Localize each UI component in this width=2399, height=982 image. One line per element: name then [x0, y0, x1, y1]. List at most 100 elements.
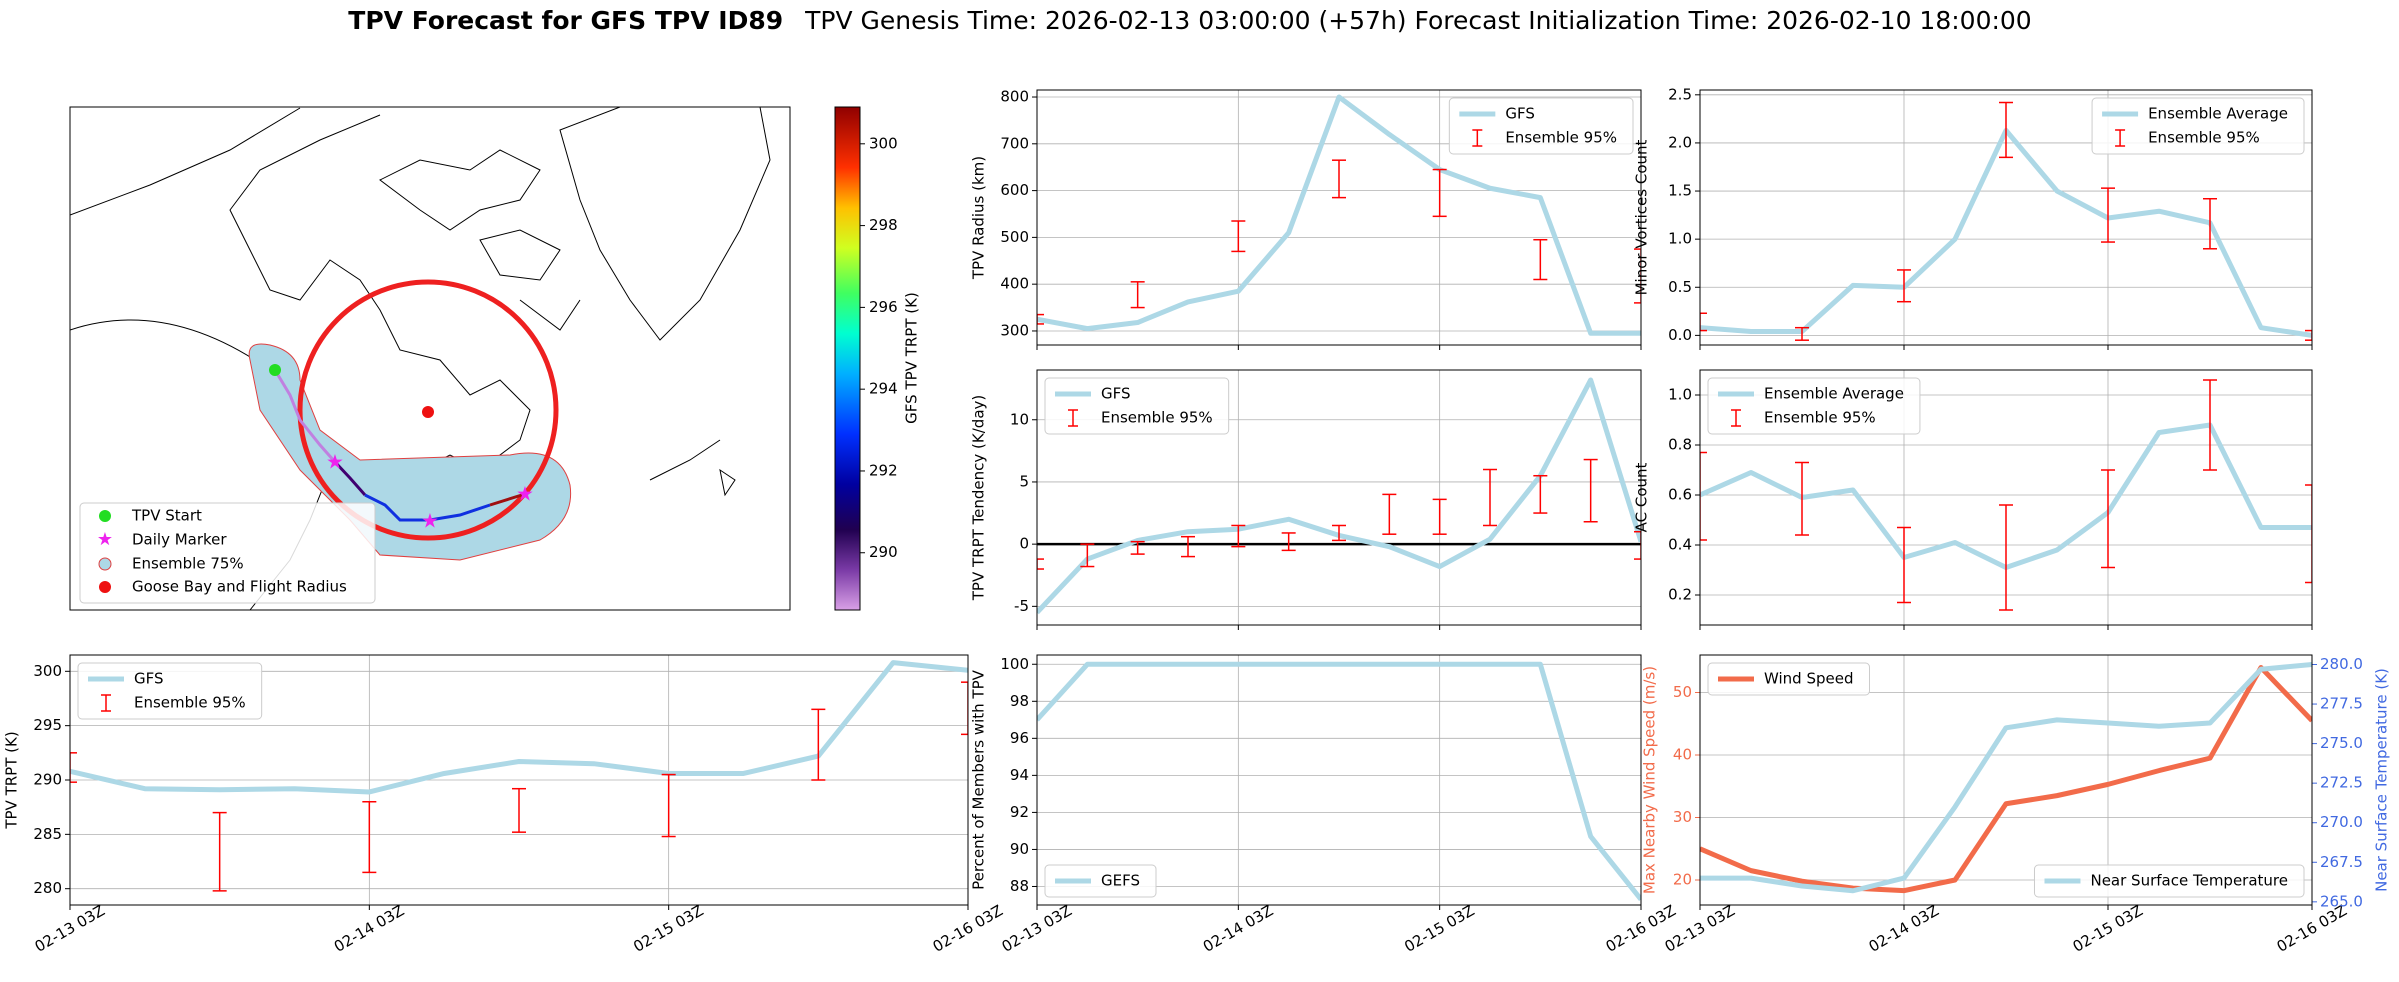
y-tick-label: 280 [33, 879, 62, 897]
y-axis-label: Percent of Members with TPV [970, 669, 988, 890]
legend-label: GFS [134, 670, 164, 688]
y-tick-label: 0.4 [1668, 536, 1692, 554]
y-tick-label: 98 [1010, 692, 1029, 710]
border [70, 107, 301, 216]
axes-frame [1699, 369, 2313, 626]
y-tick-label: 96 [1010, 729, 1029, 747]
daily-marker: ★ [421, 509, 439, 533]
y-tick-label: 0.6 [1668, 486, 1692, 504]
subtitle: TPV Genesis Time: 2026-02-13 03:00:00 (+… [804, 6, 2032, 35]
island [479, 229, 561, 281]
legend-label: TPV Start [131, 507, 202, 525]
y-tick-label: 10 [1010, 410, 1029, 428]
plot-area [70, 660, 968, 892]
legend-label: GFS [1101, 385, 1131, 403]
chart-panel: 02-13 03Z 02-14 03Z 02-15 03Z 02-16 03Z2030… [1641, 654, 2391, 956]
legend-label: Ensemble Average [2148, 105, 2288, 123]
y2-tick-label: 280.0 [2320, 655, 2363, 673]
axes-frame [1036, 369, 1642, 626]
y-tick-label: 1.5 [1668, 182, 1692, 200]
y-tick-label: 1.0 [1668, 230, 1692, 248]
y-tick-label: 0.8 [1668, 436, 1692, 454]
legend-box [2091, 97, 2305, 155]
tpv-start [269, 364, 281, 376]
plot-area [1037, 377, 1641, 615]
legend-label: Ensemble 95% [134, 694, 246, 712]
track [489, 492, 526, 507]
axes-frame [1699, 654, 2313, 906]
island [379, 149, 541, 231]
y-tick-label: 0.0 [1668, 326, 1692, 344]
plot-area [1700, 662, 2312, 894]
coast [519, 299, 581, 331]
axes-frame [69, 654, 969, 906]
colorbar [834, 106, 861, 611]
y-tick-label: 1.0 [1668, 386, 1692, 404]
chart-panel: 300 400 500 600 700 800 TPV Radius (km) GFS Ense… [970, 88, 1642, 350]
y-axis-label: TPV TRPT (K) [3, 731, 21, 829]
colorbar-label: GFS TPV TRPT (K) [903, 292, 921, 424]
plot-area [1700, 379, 2312, 611]
y-tick-label: 40 [1673, 746, 1692, 764]
title: TPV Forecast for GFS TPV ID89 [348, 6, 783, 35]
y-axis-label: TPV TRPT Tendency (K/day) [970, 395, 988, 601]
y-tick-label: 2.5 [1668, 85, 1692, 103]
track [364, 493, 491, 522]
y-tick-label: 300 [33, 662, 62, 680]
y-tick-label: 0.5 [1668, 278, 1692, 296]
y-tick-label: 600 [1000, 181, 1029, 199]
y2-tick-label: 272.5 [2320, 774, 2363, 792]
chart-panel: 02-13 03Z 02-14 03Z 02-15 03Z 02-16 03Z2802… [3, 654, 1006, 956]
y-tick-label: 100 [1000, 655, 1029, 673]
y-axis-label: TPV Radius (km) [970, 156, 988, 280]
y2-axis-label: Near Surface Temperature (K) [2373, 668, 2391, 892]
colorbar-tick-label: 294 [869, 380, 898, 398]
daily-marker: ★ [326, 450, 344, 474]
map-frame [69, 106, 791, 611]
figure-title: TPV Forecast for GFS TPV ID89 TPV Genesis… [348, 6, 2031, 35]
y-axis-label: Max Nearby Wind Speed (m/s) [1641, 666, 1659, 894]
y-tick-label: 0 [1019, 535, 1029, 553]
series-line [1037, 661, 1641, 902]
colorbar-tick-label: 296 [869, 298, 898, 316]
axes-frame [1036, 89, 1642, 346]
y-tick-label: 30 [1673, 808, 1692, 826]
y-tick-label: 0.2 [1668, 586, 1692, 604]
legend-label: Goose Bay and Flight Radius [132, 578, 347, 596]
flight-radius [297, 279, 559, 541]
plot-area [1700, 101, 2312, 341]
legend-label: GEFS [1101, 872, 1140, 890]
y2-tick-label: 270.0 [2320, 813, 2363, 831]
y-tick-label: 2.0 [1668, 133, 1692, 151]
y-tick-label: 20 [1673, 871, 1692, 889]
legend-label: Ensemble 75% [132, 555, 244, 573]
y-tick-label: 92 [1010, 803, 1029, 821]
y2-tick-label: 265.0 [2320, 892, 2363, 910]
legend-label: Ensemble 95% [1505, 129, 1617, 147]
legend-box [1044, 864, 1157, 898]
colorbar-tick-label: 292 [869, 461, 898, 479]
map-legend [79, 502, 376, 604]
colorbar-tick-label: 298 [869, 216, 898, 234]
chart-panel: 0.2 0.4 0.6 0.8 1.0 AC Count Ensemble Average E… [1633, 369, 2313, 630]
y-tick-label: 400 [1000, 275, 1029, 293]
island [719, 468, 736, 497]
legend-marker [98, 557, 112, 571]
legend-label: Wind Speed [1764, 670, 1854, 688]
colorbar-tick-label: 290 [869, 543, 898, 561]
y-tick-label: 800 [1000, 88, 1029, 106]
legend-label: Daily Marker [132, 531, 227, 549]
map: ★ ★ ★ ★ TPV Start Daily Marker Ensemble … [69, 106, 921, 611]
track [333, 460, 367, 496]
legend-marker: ★ [97, 529, 113, 550]
y-tick-label: 94 [1010, 766, 1029, 784]
legend-box [1707, 377, 1921, 435]
legend-box [2033, 864, 2305, 898]
plot-area [1037, 94, 1641, 336]
legend-label: Near Surface Temperature [2090, 872, 2288, 890]
y-tick-label: 700 [1000, 134, 1029, 152]
colorbar-tick-label: 300 [869, 134, 898, 152]
coastlines: ★ ★ ★ [70, 107, 771, 610]
y-tick-label: 50 [1673, 683, 1692, 701]
